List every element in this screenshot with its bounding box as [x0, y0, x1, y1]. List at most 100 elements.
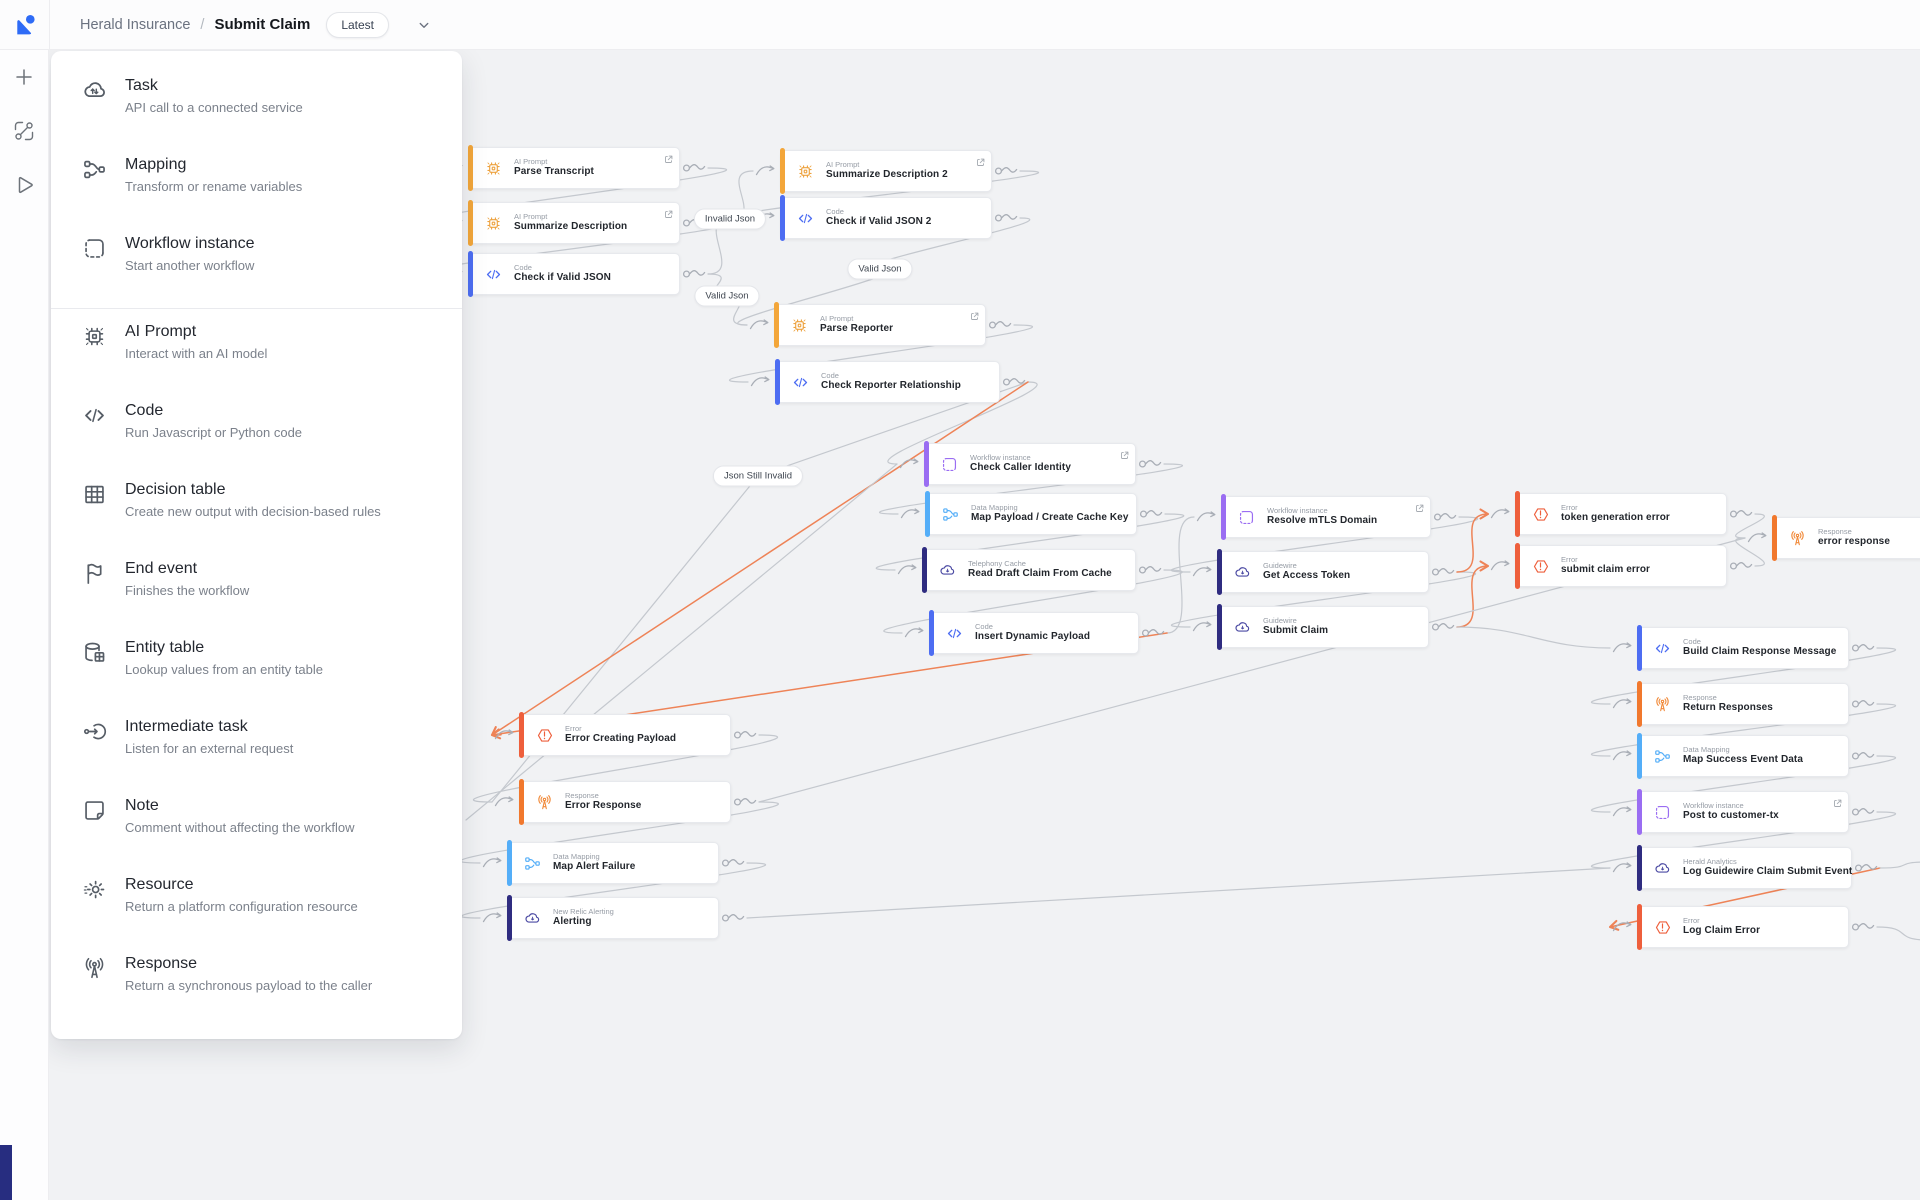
output-port-icon[interactable] [1138, 563, 1168, 577]
palette-item-resource[interactable]: Resource Return a platform configuration … [51, 868, 462, 947]
output-port-icon[interactable] [733, 795, 763, 809]
output-port-icon[interactable] [1139, 507, 1169, 521]
node-check-if-valid-json[interactable]: Code Check if Valid JSON [443, 251, 706, 297]
version-badge[interactable]: Latest [326, 11, 390, 38]
node-token-generation-error[interactable]: Error token generation error [1490, 491, 1753, 537]
palette-item-response[interactable]: Response Return a synchronous payload to … [51, 947, 462, 1026]
node-map-success-event-data[interactable]: Data Mapping Map Success Event Data [1612, 733, 1875, 779]
input-port-icon[interactable] [1490, 504, 1514, 520]
input-port-icon[interactable] [750, 372, 774, 388]
open-external-icon[interactable] [1832, 796, 1843, 807]
output-port-icon[interactable] [1431, 565, 1461, 579]
palette-item-end-event[interactable]: End event Finishes the workflow [51, 552, 462, 631]
run-workflow-button[interactable] [12, 173, 36, 197]
node-check-reporter-relationship[interactable]: Code Check Reporter Relationship [750, 359, 1026, 405]
output-port-icon[interactable] [994, 164, 1024, 178]
input-port-icon[interactable] [1612, 746, 1636, 762]
output-port-icon[interactable] [1141, 626, 1171, 640]
node-map-alert-failure[interactable]: Data Mapping Map Alert Failure [482, 840, 745, 886]
node-alerting[interactable]: New Relic Alerting Alerting [482, 895, 745, 941]
output-port-icon[interactable] [1729, 559, 1759, 573]
input-port-icon[interactable] [1196, 507, 1220, 523]
node-summarize-description[interactable]: AI Prompt Summarize Description [443, 200, 706, 246]
output-port-icon[interactable] [1851, 920, 1881, 934]
input-port-icon[interactable] [904, 623, 928, 639]
node-submit-claim[interactable]: Guidewire Submit Claim [1192, 604, 1455, 650]
palette-item-task[interactable]: Task API call to a connected service [51, 69, 462, 148]
output-port-icon[interactable] [1433, 510, 1463, 524]
palette-item-ai-prompt[interactable]: AI Prompt Interact with an AI model [51, 315, 462, 394]
connect-nodes-button[interactable] [12, 119, 36, 143]
open-external-icon[interactable] [1119, 448, 1130, 459]
input-port-icon[interactable] [1490, 556, 1514, 572]
input-port-icon[interactable] [897, 560, 921, 576]
output-port-icon[interactable] [721, 911, 751, 925]
input-port-icon[interactable] [899, 454, 923, 470]
output-port-icon[interactable] [1138, 457, 1168, 471]
node-parse-reporter[interactable]: AI Prompt Parse Reporter [749, 302, 1012, 348]
node-error-response[interactable]: Response Error Response [494, 779, 757, 825]
palette-item-workflow-instance[interactable]: Workflow instance Start another workflow [51, 227, 462, 306]
node-resolve-mtls-domain[interactable]: Workflow instance Resolve mTLS Domain [1196, 494, 1457, 540]
input-port-icon[interactable] [1747, 528, 1771, 544]
open-external-icon[interactable] [975, 155, 986, 166]
node-insert-dynamic-payload[interactable]: Code Insert Dynamic Payload [904, 610, 1165, 656]
input-port-icon[interactable] [1612, 858, 1636, 874]
palette-item-decision-table[interactable]: Decision table Create new output with dec… [51, 473, 462, 552]
output-port-icon[interactable] [1854, 861, 1884, 875]
open-external-icon[interactable] [969, 309, 980, 320]
output-port-icon[interactable] [1851, 697, 1881, 711]
palette-item-entity-table[interactable]: Entity table Lookup values from an entity… [51, 631, 462, 710]
add-node-button[interactable] [12, 65, 36, 89]
input-port-icon[interactable] [1192, 562, 1216, 578]
output-port-icon[interactable] [682, 267, 712, 281]
chevron-down-icon[interactable] [415, 16, 433, 34]
node-read-draft-claim-from-cache[interactable]: Telephony Cache Read Draft Claim From Cac… [897, 547, 1162, 593]
node-error-creating-payload[interactable]: Error Error Creating Payload [494, 712, 757, 758]
palette-item-code[interactable]: Code Run Javascript or Python code [51, 394, 462, 473]
output-port-icon[interactable] [1431, 620, 1461, 634]
input-port-icon[interactable] [749, 315, 773, 331]
input-port-icon[interactable] [1612, 917, 1636, 933]
node-get-access-token[interactable]: Guidewire Get Access Token [1192, 549, 1455, 595]
open-external-icon[interactable] [663, 152, 674, 163]
input-port-icon[interactable] [1612, 694, 1636, 710]
input-port-icon[interactable] [494, 792, 518, 808]
node-return-responses[interactable]: Response Return Responses [1612, 681, 1875, 727]
output-port-icon[interactable] [1851, 641, 1881, 655]
node-log-guidewire-claim-submit-event[interactable]: Herald Analytics Log Guidewire Claim Subm… [1612, 845, 1878, 891]
palette-item-note[interactable]: Note Comment without affecting the workfl… [51, 789, 462, 868]
output-port-icon[interactable] [1729, 507, 1759, 521]
input-port-icon[interactable] [482, 853, 506, 869]
output-port-icon[interactable] [733, 728, 763, 742]
palette-item-mapping[interactable]: Mapping Transform or rename variables [51, 148, 462, 227]
input-port-icon[interactable] [494, 725, 518, 741]
app-logo[interactable] [0, 0, 50, 49]
input-port-icon[interactable] [900, 504, 924, 520]
node-error-response-right[interactable]: Response error response [1747, 515, 1920, 561]
output-port-icon[interactable] [721, 856, 751, 870]
output-port-icon[interactable] [682, 161, 712, 175]
node-check-if-valid-json-2[interactable]: Code Check if Valid JSON 2 [755, 195, 1018, 241]
input-port-icon[interactable] [482, 908, 506, 924]
output-port-icon[interactable] [1002, 375, 1032, 389]
input-port-icon[interactable] [755, 161, 779, 177]
node-map-payload-create-cache-key[interactable]: Data Mapping Map Payload / Create Cache K… [900, 491, 1163, 537]
breadcrumb-workspace[interactable]: Herald Insurance [80, 16, 191, 33]
palette-item-intermediate-task[interactable]: Intermediate task Listen for an external … [51, 710, 462, 789]
node-check-caller-identity[interactable]: Workflow instance Check Caller Identity [899, 441, 1162, 487]
output-port-icon[interactable] [1851, 805, 1881, 819]
node-parse-transcript[interactable]: AI Prompt Parse Transcript [443, 145, 706, 191]
node-build-claim-response-message[interactable]: Code Build Claim Response Message [1612, 625, 1875, 671]
node-summarize-description-2[interactable]: AI Prompt Summarize Description 2 [755, 148, 1018, 194]
output-port-icon[interactable] [988, 318, 1018, 332]
open-external-icon[interactable] [663, 207, 674, 218]
open-external-icon[interactable] [1414, 501, 1425, 512]
input-port-icon[interactable] [1612, 638, 1636, 654]
output-port-icon[interactable] [994, 211, 1024, 225]
node-log-claim-error[interactable]: Error Log Claim Error [1612, 904, 1875, 950]
input-port-icon[interactable] [1192, 617, 1216, 633]
output-port-icon[interactable] [1851, 749, 1881, 763]
node-submit-claim-error[interactable]: Error submit claim error [1490, 543, 1753, 589]
